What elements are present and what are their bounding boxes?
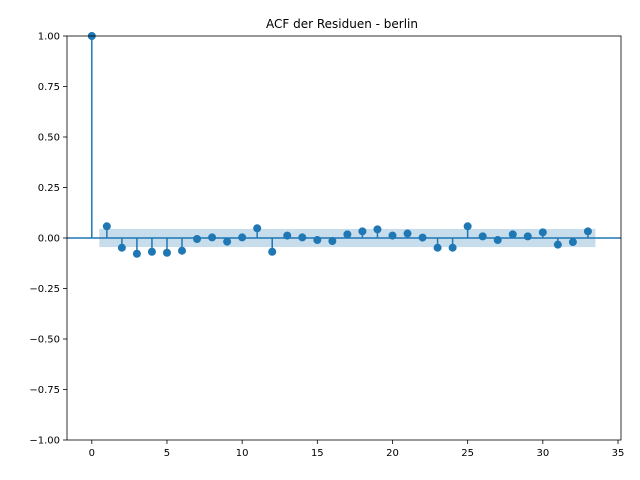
acf-point-29: [523, 232, 532, 241]
acf-point-8: [208, 233, 217, 242]
y-tick-label-4: 0.00: [38, 234, 60, 245]
x-tick-label-30: 30: [536, 448, 549, 459]
acf-point-25: [463, 222, 472, 231]
acf-point-30: [538, 228, 547, 237]
acf-point-32: [568, 238, 577, 247]
acf-point-23: [433, 243, 442, 252]
acf-point-21: [403, 229, 412, 238]
chart-title: ACF der Residuen - berlin: [266, 17, 418, 31]
acf-point-2: [117, 243, 126, 252]
x-tick-label-35: 35: [612, 448, 625, 459]
y-tick-label-5: 0.25: [38, 183, 60, 194]
acf-point-15: [313, 236, 322, 245]
y-tick-label-1: −0.75: [29, 385, 60, 396]
acf-point-14: [298, 233, 307, 242]
acf-point-3: [132, 249, 141, 258]
y-tick-label-2: −0.50: [29, 335, 60, 346]
acf-point-10: [238, 233, 247, 242]
x-tick-label-5: 5: [164, 448, 170, 459]
y-tick-label-8: 1.00: [38, 32, 60, 43]
acf-point-16: [328, 237, 337, 246]
acf-point-28: [508, 230, 517, 239]
x-tick-label-10: 10: [236, 448, 249, 459]
x-tick-label-20: 20: [386, 448, 399, 459]
acf-point-12: [268, 247, 277, 256]
y-tick-label-7: 0.75: [38, 82, 60, 93]
acf-point-5: [162, 248, 171, 257]
acf-point-17: [343, 230, 352, 239]
acf-point-31: [553, 240, 562, 249]
acf-point-19: [373, 225, 382, 234]
acf-point-7: [193, 235, 202, 244]
acf-point-27: [493, 236, 502, 245]
y-tick-label-0: −1.00: [29, 436, 60, 447]
acf-point-26: [478, 232, 487, 241]
acf-point-4: [147, 247, 156, 256]
y-tick-label-6: 0.50: [38, 133, 60, 144]
acf-point-1: [102, 222, 111, 231]
y-tick-label-3: −0.25: [29, 284, 60, 295]
acf-point-18: [358, 227, 367, 236]
acf-point-22: [418, 233, 427, 242]
x-tick-label-0: 0: [89, 448, 95, 459]
acf-point-11: [253, 224, 262, 233]
acf-point-20: [388, 231, 397, 240]
x-tick-label-25: 25: [461, 448, 474, 459]
acf-point-13: [283, 231, 292, 240]
acf-point-9: [223, 237, 232, 246]
acf-point-24: [448, 243, 457, 252]
acf-point-6: [178, 246, 187, 255]
x-tick-label-15: 15: [311, 448, 324, 459]
acf-point-33: [583, 227, 592, 236]
